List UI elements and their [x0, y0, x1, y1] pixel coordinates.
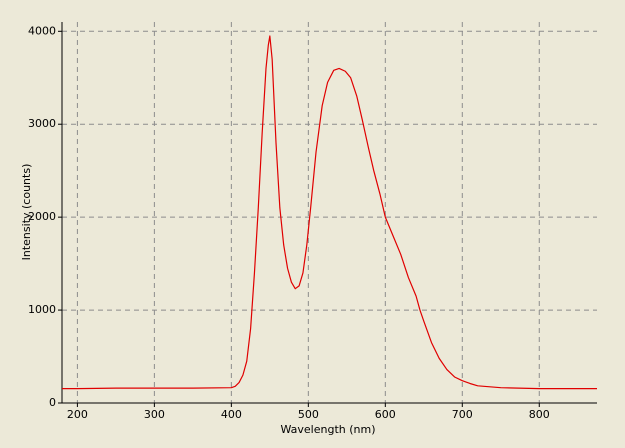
x-tick-label: 200: [67, 408, 88, 421]
spectrum-line: [62, 35, 597, 390]
x-tick-label: 500: [298, 408, 319, 421]
y-tick-label: 4000: [28, 24, 56, 37]
y-tick-label: 0: [49, 396, 56, 409]
y-tick-label: 2000: [28, 210, 56, 223]
y-tick-label: 1000: [28, 303, 56, 316]
y-axis-title: Intensity (counts): [20, 164, 33, 261]
y-tick-label: 3000: [28, 117, 56, 130]
x-tick-label: 300: [144, 408, 165, 421]
x-tick-label: 400: [221, 408, 242, 421]
x-tick-label: 800: [529, 408, 550, 421]
x-tick-label: 700: [452, 408, 473, 421]
x-tick-label: 600: [375, 408, 396, 421]
x-axis-title: Wavelength (nm): [280, 423, 375, 436]
